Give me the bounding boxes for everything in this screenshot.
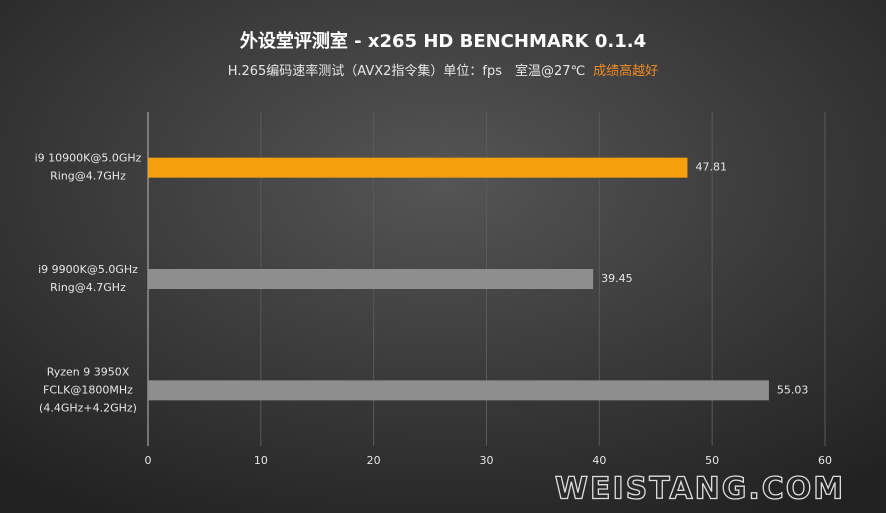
y-tick-label: i9 9900K@5.0GHz bbox=[38, 263, 138, 276]
x-tick-label: 10 bbox=[254, 454, 268, 467]
y-tick-label: FCLK@1800MHz bbox=[43, 383, 133, 396]
x-tick-label: 0 bbox=[145, 454, 152, 467]
subtitle-main: H.265编码速率测试（AVX2指令集）单位：fps 室温@27℃ bbox=[228, 63, 585, 79]
y-tick-label: Ryzen 9 3950X bbox=[47, 365, 130, 378]
x-tick-label: 50 bbox=[705, 454, 719, 467]
watermark: WEISTANG.COM bbox=[555, 472, 845, 507]
value-label: 55.03 bbox=[777, 383, 809, 396]
y-tick-label: Ring@4.7GHz bbox=[50, 170, 126, 183]
y-tick-label: i9 10900K@5.0GHz bbox=[35, 152, 142, 165]
bar bbox=[148, 269, 594, 289]
x-tick-label: 30 bbox=[480, 454, 494, 467]
y-tick-label: (4.4GHz+4.2GHz) bbox=[39, 401, 137, 414]
x-tick-label: 40 bbox=[592, 454, 606, 467]
value-label: 47.81 bbox=[695, 161, 727, 174]
subtitle-note: 成绩高越好 bbox=[593, 63, 658, 79]
chart-title: 外设堂评测室 - x265 HD BENCHMARK 0.1.4 bbox=[240, 30, 646, 52]
bar bbox=[148, 380, 769, 401]
bar bbox=[148, 157, 688, 178]
y-tick-label: Ring@4.7GHz bbox=[50, 281, 126, 294]
chart-subtitle: H.265编码速率测试（AVX2指令集）单位：fps 室温@27℃ 成绩高越好 bbox=[228, 63, 658, 79]
x-tick-label: 60 bbox=[818, 454, 832, 467]
value-label: 39.45 bbox=[601, 272, 633, 285]
x-tick-label: 20 bbox=[367, 454, 381, 467]
